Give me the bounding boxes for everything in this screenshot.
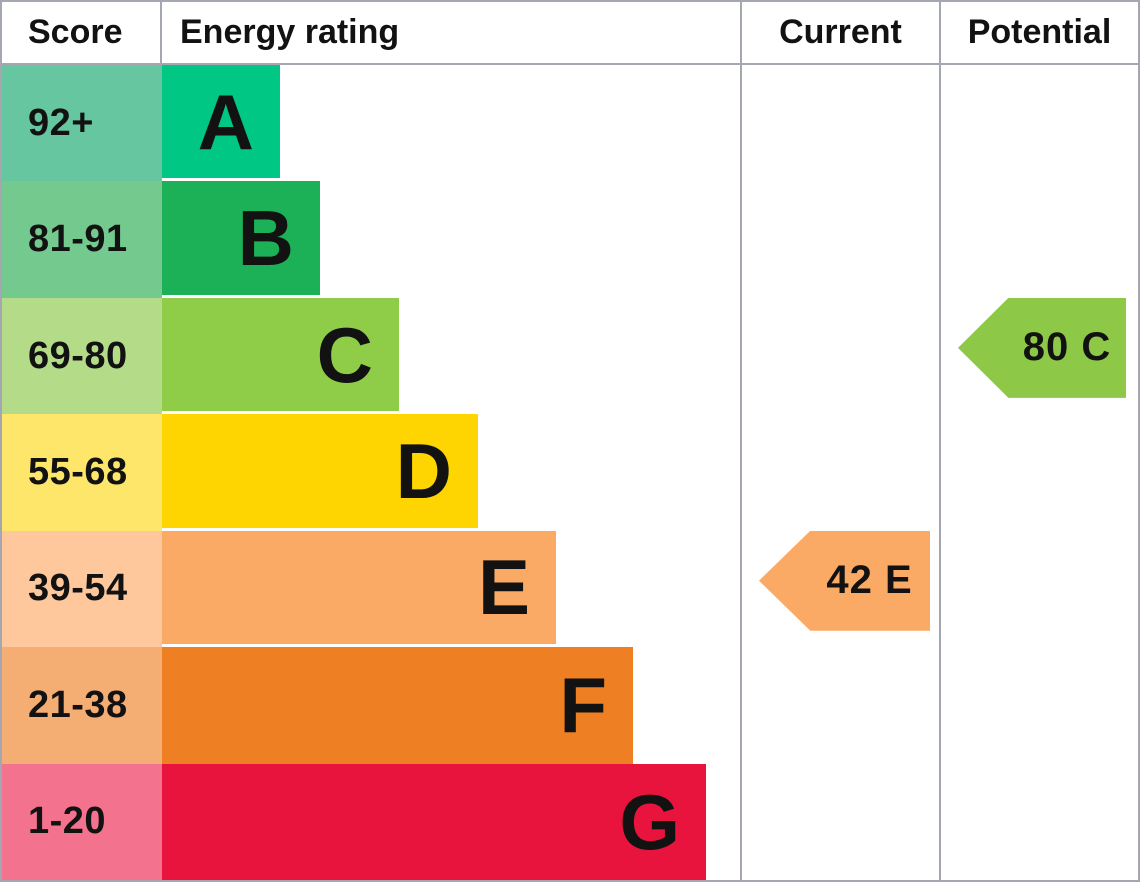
current-column-header: Current <box>740 2 939 63</box>
rating-bar-a: A <box>162 65 280 179</box>
bar-zone-c: C <box>162 297 740 415</box>
current-zone-a <box>740 65 939 182</box>
energy-rating-column-header: Energy rating <box>180 13 400 51</box>
rating-bar-e: E <box>162 530 556 645</box>
current-rating-arrow: 42 E <box>759 530 930 631</box>
score-range-b: 81-91 <box>2 181 162 298</box>
rating-bar-d: D <box>162 414 478 528</box>
rating-bar-f: F <box>162 647 633 764</box>
potential-rating-arrow: 80 C <box>958 297 1126 398</box>
rating-bar-g: G <box>162 763 706 880</box>
potential-zone-d <box>939 414 1138 531</box>
current-zone-b <box>740 181 939 298</box>
potential-zone-b <box>939 181 1138 298</box>
potential-zone-f <box>939 647 1138 764</box>
score-range-d: 55-68 <box>2 414 162 531</box>
current-zone-e: 42 E <box>740 530 939 648</box>
score-range-c: 69-80 <box>2 297 162 415</box>
bar-zone-d: D <box>162 414 740 531</box>
bar-zone-f: F <box>162 647 740 764</box>
potential-zone-e <box>939 530 1138 648</box>
rating-row-a: 92+ A <box>2 65 1138 182</box>
chart-header-row: Score Energy rating Current Potential <box>2 2 1138 65</box>
current-zone-c <box>740 297 939 415</box>
current-zone-f <box>740 647 939 764</box>
bar-zone-g: G <box>162 763 740 880</box>
bar-zone-b: B <box>162 181 740 298</box>
rating-row-e: 39-54 E 42 E <box>2 530 1138 648</box>
rating-bar-b: B <box>162 181 320 295</box>
score-range-a: 92+ <box>2 65 162 182</box>
potential-zone-c: 80 C <box>939 297 1138 415</box>
rating-row-b: 81-91 B <box>2 181 1138 298</box>
rating-row-c: 69-80 C 80 C <box>2 297 1138 415</box>
score-range-e: 39-54 <box>2 530 162 648</box>
bar-zone-e: E <box>162 530 740 648</box>
rating-bar-c: C <box>162 297 399 412</box>
chart-body: 92+ A 81-91 B 69-80 C 80 C 55-68 D 39-54 E 42 E 21-3… <box>2 65 1138 880</box>
score-column-header: Score <box>2 2 162 63</box>
rating-row-g: 1-20 G <box>2 763 1138 880</box>
current-zone-d <box>740 414 939 531</box>
potential-zone-a <box>939 65 1138 182</box>
rating-row-f: 21-38 F <box>2 647 1138 764</box>
rating-row-d: 55-68 D <box>2 414 1138 531</box>
bar-zone-a: A <box>162 65 740 182</box>
score-range-f: 21-38 <box>2 647 162 764</box>
current-zone-g <box>740 763 939 880</box>
potential-zone-g <box>939 763 1138 880</box>
potential-column-header: Potential <box>939 2 1138 63</box>
score-range-g: 1-20 <box>2 763 162 880</box>
